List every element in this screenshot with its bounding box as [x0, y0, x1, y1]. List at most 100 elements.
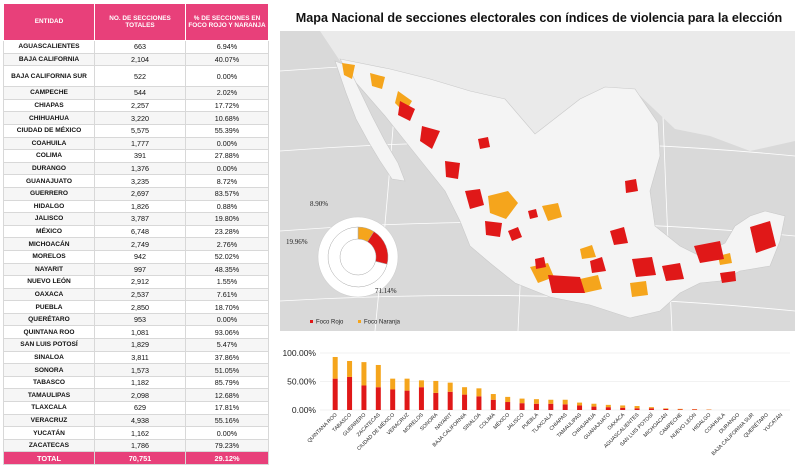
cell-secciones: 2,104 — [94, 52, 186, 67]
cell-secciones: 3,787 — [94, 212, 186, 226]
bar-foco-naranja — [663, 408, 669, 409]
table-row: QUINTANA ROO 1,081 93.06% — [3, 325, 269, 340]
cell-secciones: 3,220 — [94, 111, 186, 125]
cell-porcentaje: 83.57% — [185, 186, 269, 201]
bar-foco-naranja — [347, 360, 353, 377]
cell-entidad: CAMPECHE — [3, 86, 95, 100]
cell-entidad: BAJA CALIFORNIA — [3, 52, 95, 67]
table-row: MORELOS 942 52.02% — [3, 249, 269, 264]
cell-porcentaje: 0.00% — [185, 426, 269, 440]
legend-label-rojo: Foco Rojo — [316, 320, 344, 326]
cell-porcentaje: 19.80% — [185, 212, 269, 226]
cell-secciones: 953 — [94, 312, 186, 327]
cell-entidad: HIDALGO — [3, 199, 95, 214]
bar-foco-naranja — [476, 388, 482, 397]
donut-slice-sin-foco — [327, 226, 388, 288]
cell-entidad: ZACATECAS — [3, 438, 95, 453]
bar-foco-rojo — [490, 399, 496, 410]
bar-foco-rojo — [620, 407, 626, 410]
bar-foco-rojo — [447, 391, 453, 410]
donut-label-sin-foco: 71.14% — [375, 287, 397, 295]
foco-rojo-areas — [398, 101, 776, 293]
bar-foco-rojo — [404, 390, 410, 410]
cell-entidad: SINALOA — [3, 350, 95, 365]
cell-secciones: 1,081 — [94, 325, 186, 340]
donut-hole — [345, 244, 371, 270]
bar-foco-rojo — [390, 389, 396, 410]
cell-porcentaje: 17.72% — [185, 98, 269, 113]
cell-secciones: 1,182 — [94, 375, 186, 390]
cell-porcentaje: 51.05% — [185, 363, 269, 377]
total-entidad: TOTAL — [3, 451, 95, 466]
header-entidad: ENTIDAD — [3, 3, 95, 41]
table-row: TLAXCALA 629 17.81% — [3, 401, 269, 415]
cell-porcentaje: 1.55% — [185, 275, 269, 289]
cell-entidad: CHIHUAHUA — [3, 111, 95, 125]
cell-entidad: QUINTANA ROO — [3, 325, 95, 340]
cell-entidad: SONORA — [3, 363, 95, 377]
donut-label-naranja: 8.90% — [310, 200, 328, 208]
bar-foco-naranja — [648, 407, 654, 409]
cell-entidad: BAJA CALIFORNIA SUR — [3, 65, 95, 88]
cell-porcentaje: 6.94% — [185, 40, 269, 54]
cell-entidad: OAXACA — [3, 287, 95, 302]
cell-entidad: CIUDAD DE MÉXICO — [3, 123, 95, 138]
cell-porcentaje: 8.72% — [185, 174, 269, 188]
header-porcentaje: % DE SECCIONES EN FOCO ROJO Y NARANJA — [185, 3, 269, 41]
bar-foco-rojo — [433, 392, 439, 410]
table-row: NUEVO LEÓN 2,912 1.55% — [3, 275, 269, 289]
baja-california — [334, 60, 406, 182]
cell-secciones: 629 — [94, 401, 186, 415]
table-row: COLIMA 391 27.88% — [3, 149, 269, 163]
cell-porcentaje: 12.68% — [185, 388, 269, 403]
cell-entidad: NUEVO LEÓN — [3, 275, 95, 289]
bar-foco-rojo — [375, 387, 381, 410]
cell-porcentaje: 27.88% — [185, 149, 269, 163]
bar-foco-rojo — [634, 408, 640, 410]
cell-secciones: 2,098 — [94, 388, 186, 403]
bar-foco-naranja — [361, 362, 367, 386]
cell-porcentaje: 18.70% — [185, 300, 269, 314]
cell-secciones: 1,829 — [94, 338, 186, 352]
cell-porcentaje: 0.00% — [185, 65, 269, 88]
table-row: COAHUILA 1,777 0.00% — [3, 136, 269, 151]
cell-secciones: 2,257 — [94, 98, 186, 113]
bar-foco-rojo — [533, 403, 539, 410]
cell-porcentaje: 37.86% — [185, 350, 269, 365]
bar-foco-naranja — [447, 382, 453, 392]
bar-foco-naranja — [577, 402, 583, 406]
total-secciones: 70,751 — [94, 451, 186, 466]
cell-porcentaje: 93.06% — [185, 325, 269, 340]
cell-secciones: 1,573 — [94, 363, 186, 377]
cell-porcentaje: 0.00% — [185, 136, 269, 151]
table-row: CIUDAD DE MÉXICO 5,575 55.39% — [3, 123, 269, 138]
cell-secciones: 2,850 — [94, 300, 186, 314]
bar-foco-rojo — [577, 405, 583, 410]
foco-naranja-areas — [342, 63, 732, 297]
cell-secciones: 997 — [94, 262, 186, 277]
cell-porcentaje: 79.23% — [185, 438, 269, 453]
table-row: TAMAULIPAS 2,098 12.68% — [3, 388, 269, 403]
mexico-mainland — [339, 58, 786, 319]
bar-foco-rojo — [692, 409, 698, 410]
legend-swatch-rojo — [310, 320, 313, 323]
bar-foco-naranja — [533, 399, 539, 404]
cell-secciones: 1,826 — [94, 199, 186, 214]
bar-foco-naranja — [433, 380, 439, 393]
cell-porcentaje: 48.35% — [185, 262, 269, 277]
bar-foco-rojo — [332, 378, 338, 410]
bar-foco-rojo — [476, 396, 482, 410]
table-row: ZACATECAS 1,786 79.23% — [3, 438, 269, 453]
bar-foco-naranja — [605, 404, 611, 408]
cell-entidad: TAMAULIPAS — [3, 388, 95, 403]
table-total-row: TOTAL 70,751 29.12% — [3, 451, 269, 466]
cell-secciones: 1,376 — [94, 161, 186, 176]
table-row: GUERRERO 2,697 83.57% — [3, 186, 269, 201]
bar-foco-rojo — [591, 406, 597, 410]
bar-foco-naranja — [418, 380, 424, 388]
cell-porcentaje: 7.61% — [185, 287, 269, 302]
cell-entidad: TABASCO — [3, 375, 95, 390]
us-land — [320, 31, 795, 151]
states-table: ENTIDAD NO. DE SECCIONES TOTALES % DE SE… — [3, 3, 269, 466]
cell-secciones: 3,235 — [94, 174, 186, 188]
